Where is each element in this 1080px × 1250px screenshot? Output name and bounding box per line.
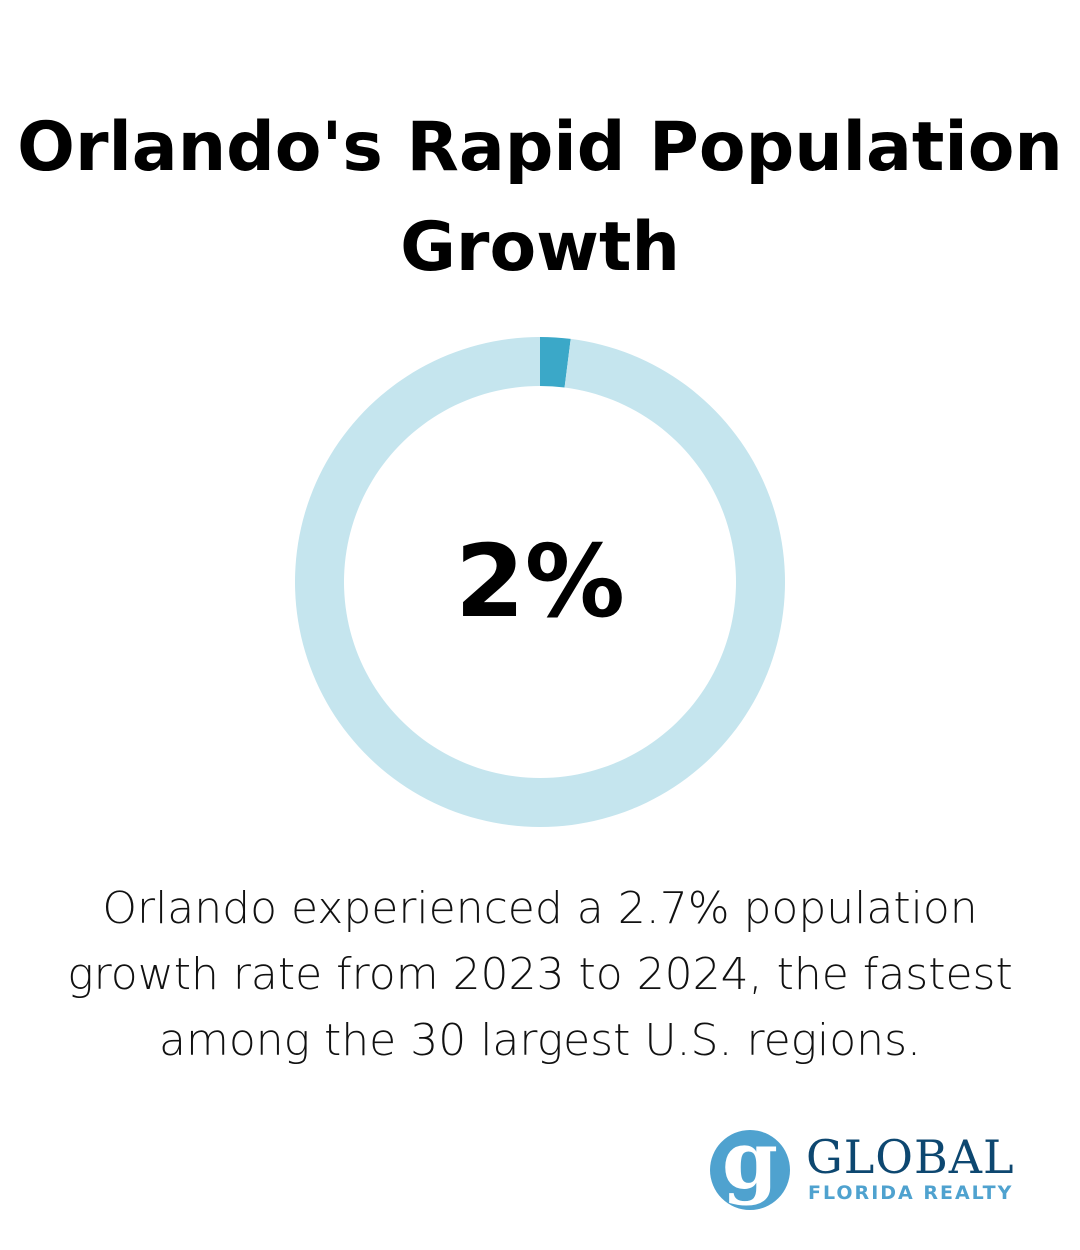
- global-florida-realty-logo: g GLOBAL FLORIDA REALTY: [710, 1120, 1050, 1212]
- infographic-title: Orlando's Rapid Population Growth: [17, 108, 1063, 287]
- logo-circle-icon: [710, 1130, 790, 1210]
- logo-subtitle: FLORIDA REALTY: [808, 1182, 1014, 1204]
- description-text: Orlando experienced a 2.7% population gr…: [67, 883, 1013, 1066]
- donut-chart: [295, 337, 785, 827]
- donut-center-label: 2%: [455, 523, 625, 640]
- donut-slice-0: [540, 337, 571, 388]
- logo-mark: g: [722, 1113, 778, 1207]
- logo-name: GLOBAL: [806, 1130, 1015, 1184]
